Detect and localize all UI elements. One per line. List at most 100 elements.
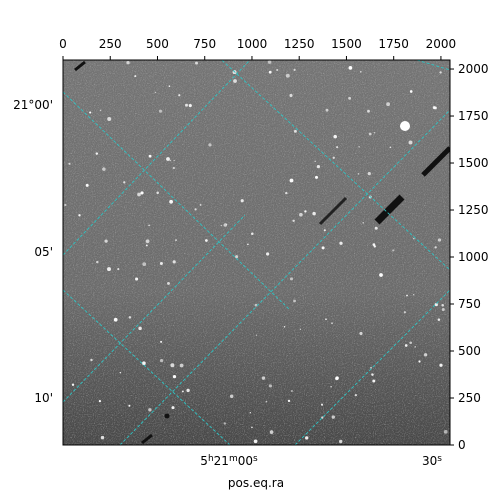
star [269,430,274,434]
x-pixel-tick-label: 1750 [378,37,409,51]
dark-streak [421,146,450,177]
star [225,223,228,226]
star [233,79,237,83]
x-axis-label: pos.eq.ra [228,476,284,490]
star [371,373,374,376]
star [285,191,288,195]
star [107,117,112,121]
star [331,415,335,419]
star [261,376,266,380]
star [223,422,226,425]
star [373,132,376,134]
star [335,376,339,380]
star [167,281,170,285]
star [135,277,139,281]
x-pixel-tick-label: 1500 [331,37,362,51]
top-pixel-axis: 0 250 500 750 1000 1250 1500 1750 2000 [59,37,456,60]
wcs-grid-line [415,60,450,71]
star [276,68,279,72]
star [134,75,137,78]
star [95,152,99,155]
x-pixel-tick-label: 0 [59,37,67,51]
y-pixel-tick-label: 1750 [458,109,489,123]
star [413,238,415,240]
star [85,183,89,187]
star [370,366,373,369]
star [434,303,438,307]
star [339,241,343,245]
star [188,104,192,108]
star [413,294,415,296]
star [128,316,132,319]
star [404,344,408,347]
star [199,203,202,206]
star [175,239,177,241]
star [354,393,358,397]
star [423,353,428,357]
star [123,181,126,184]
dec-tick-label: 21°00' [13,98,53,112]
star [357,173,360,175]
star [323,229,326,232]
star [96,260,99,264]
star [154,91,157,94]
star [299,212,303,217]
star [142,361,146,366]
star [320,403,324,406]
star [64,203,67,207]
star [126,61,130,65]
wcs-grid [63,60,450,445]
star [168,85,171,87]
star [325,108,329,112]
star [367,109,370,113]
star [166,157,170,161]
star [331,322,333,325]
dark-streak [374,194,405,225]
x-pixel-tick-label: 1000 [237,37,268,51]
star [290,389,293,393]
star [373,245,376,248]
star [148,224,150,227]
star [292,219,295,223]
star [160,340,163,343]
wcs-grid-line [63,91,291,311]
star [172,166,175,170]
star [267,60,272,64]
wcs-grid-line [221,60,450,271]
star [409,90,413,93]
star [148,154,152,158]
star [159,358,164,363]
star [362,222,364,224]
y-pixel-tick-label: 250 [458,391,481,405]
star [289,277,294,281]
star [392,249,395,252]
star [98,400,101,403]
y-pixel-tick-label: 750 [458,297,481,311]
star [170,363,175,368]
star [102,167,106,171]
star [181,390,184,393]
star [159,261,163,266]
star [441,303,444,307]
star [172,260,176,264]
star [437,238,442,242]
star [119,371,122,374]
star [372,379,376,383]
star [336,146,339,149]
star [268,70,272,74]
star [325,318,327,321]
ra-tick-label: 5h21m00s [200,454,258,468]
star [171,406,175,410]
star [348,66,353,70]
star [418,360,421,363]
star [266,252,270,256]
star [314,160,317,163]
star [321,246,325,250]
star-field [64,60,448,444]
star [145,239,150,244]
star [145,244,148,247]
star [128,404,131,407]
dark-streak [318,196,348,226]
star [432,106,436,110]
star [148,408,152,412]
